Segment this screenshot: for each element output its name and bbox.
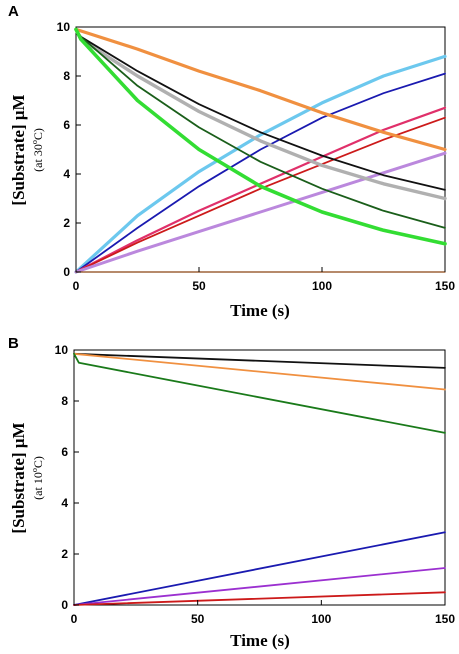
panel-a-y-axis-label: [Substrate] μM: [9, 94, 28, 205]
panel-a-letter: A: [8, 3, 19, 20]
panel-a-series-line-7: [74, 27, 447, 152]
panel-b-x-axis-label: Time (s): [230, 631, 290, 650]
panel-a-x-tick-label-0: 0: [73, 279, 80, 293]
panel-b-series-line-1: [73, 352, 446, 391]
panel-b-series-line-2: [73, 352, 446, 434]
panel-b-x-tick-label-2: 100: [311, 612, 331, 626]
panel-a-series-line-8: [75, 28, 446, 229]
panel-a-series-line-3: [75, 116, 446, 273]
panel-a-y-tick-label-5: 10: [57, 20, 71, 34]
panel-a-series-line-2: [74, 106, 447, 274]
panel-b-y-tick-label-3: 6: [61, 445, 68, 459]
panel-b-y-tick-label-4: 8: [61, 394, 68, 408]
panel-a-series-line-4: [74, 151, 447, 274]
panel-a-y-tick-label-0: 0: [63, 265, 70, 279]
panel-a-y-sub-degree: o: [30, 140, 39, 144]
panel-b-y-sub-start: (at 10: [31, 472, 45, 500]
panel-b-x-tick-label-0: 0: [71, 612, 78, 626]
panel-a-x-tick-label-2: 100: [312, 279, 332, 293]
panel-a-series-line-9: [74, 27, 447, 246]
panel-b-y-axis-sublabel: (at 10oC): [30, 456, 45, 500]
panel-b-series-line-3: [73, 531, 446, 606]
panel-b: B 0 50 100 150 0 2 4 6 8 10 Time (s) [Substrate]…: [8, 335, 455, 650]
panel-a-y-sub-end: C): [31, 128, 45, 140]
panel-a-series-line-6: [75, 28, 446, 191]
panel-b-series-line-5: [73, 591, 446, 606]
panel-a-series-line-1: [75, 72, 446, 273]
panel-a-series: [74, 27, 447, 274]
panel-b-y-tick-label-5: 10: [55, 343, 69, 357]
panel-b-y-tick-label-0: 0: [61, 598, 68, 612]
panel-b-x-tick-label-3: 150: [435, 612, 455, 626]
panel-a: A 0 50 100 150 0 2 4 6 8 10 Time (s) [Substrate]…: [8, 3, 455, 320]
panel-b-y-ticks: 0 2 4 6 8 10: [55, 343, 79, 612]
panel-a-x-tick-label-3: 150: [435, 279, 455, 293]
panel-b-y-tick-label-2: 4: [61, 496, 68, 510]
panel-b-x-tick-label-1: 50: [191, 612, 205, 626]
panel-b-series-line-0: [73, 352, 446, 369]
panel-b-series: [73, 352, 446, 606]
panel-a-y-tick-label-2: 4: [63, 167, 70, 181]
panel-a-y-ticks: 0 2 4 6 8 10: [57, 20, 81, 279]
panel-a-x-tick-label-1: 50: [192, 279, 206, 293]
panel-b-x-ticks: 0 50 100 150: [71, 600, 455, 626]
panel-a-y-sub-start: (at 30: [31, 144, 45, 172]
panel-a-series-line-5: [74, 27, 447, 201]
panel-a-series-line-0: [74, 54, 447, 274]
panel-a-x-axis-label: Time (s): [230, 301, 290, 320]
panel-a-y-tick-label-1: 2: [63, 216, 70, 230]
panel-a-y-tick-label-3: 6: [63, 118, 70, 132]
panel-a-x-ticks: 0 50 100 150: [73, 267, 455, 293]
panel-a-y-axis-sublabel: (at 30oC): [30, 128, 45, 172]
panel-b-y-sub-degree: o: [30, 468, 39, 472]
panel-a-y-tick-label-4: 8: [63, 69, 70, 83]
panel-b-letter: B: [8, 335, 19, 352]
panel-b-frame: [73, 349, 446, 606]
panel-b-y-tick-label-1: 2: [61, 547, 68, 561]
panel-b-y-axis-label: [Substrate] μM: [9, 422, 28, 533]
panel-b-series-line-4: [73, 567, 446, 606]
panel-b-y-sub-end: C): [31, 456, 45, 468]
